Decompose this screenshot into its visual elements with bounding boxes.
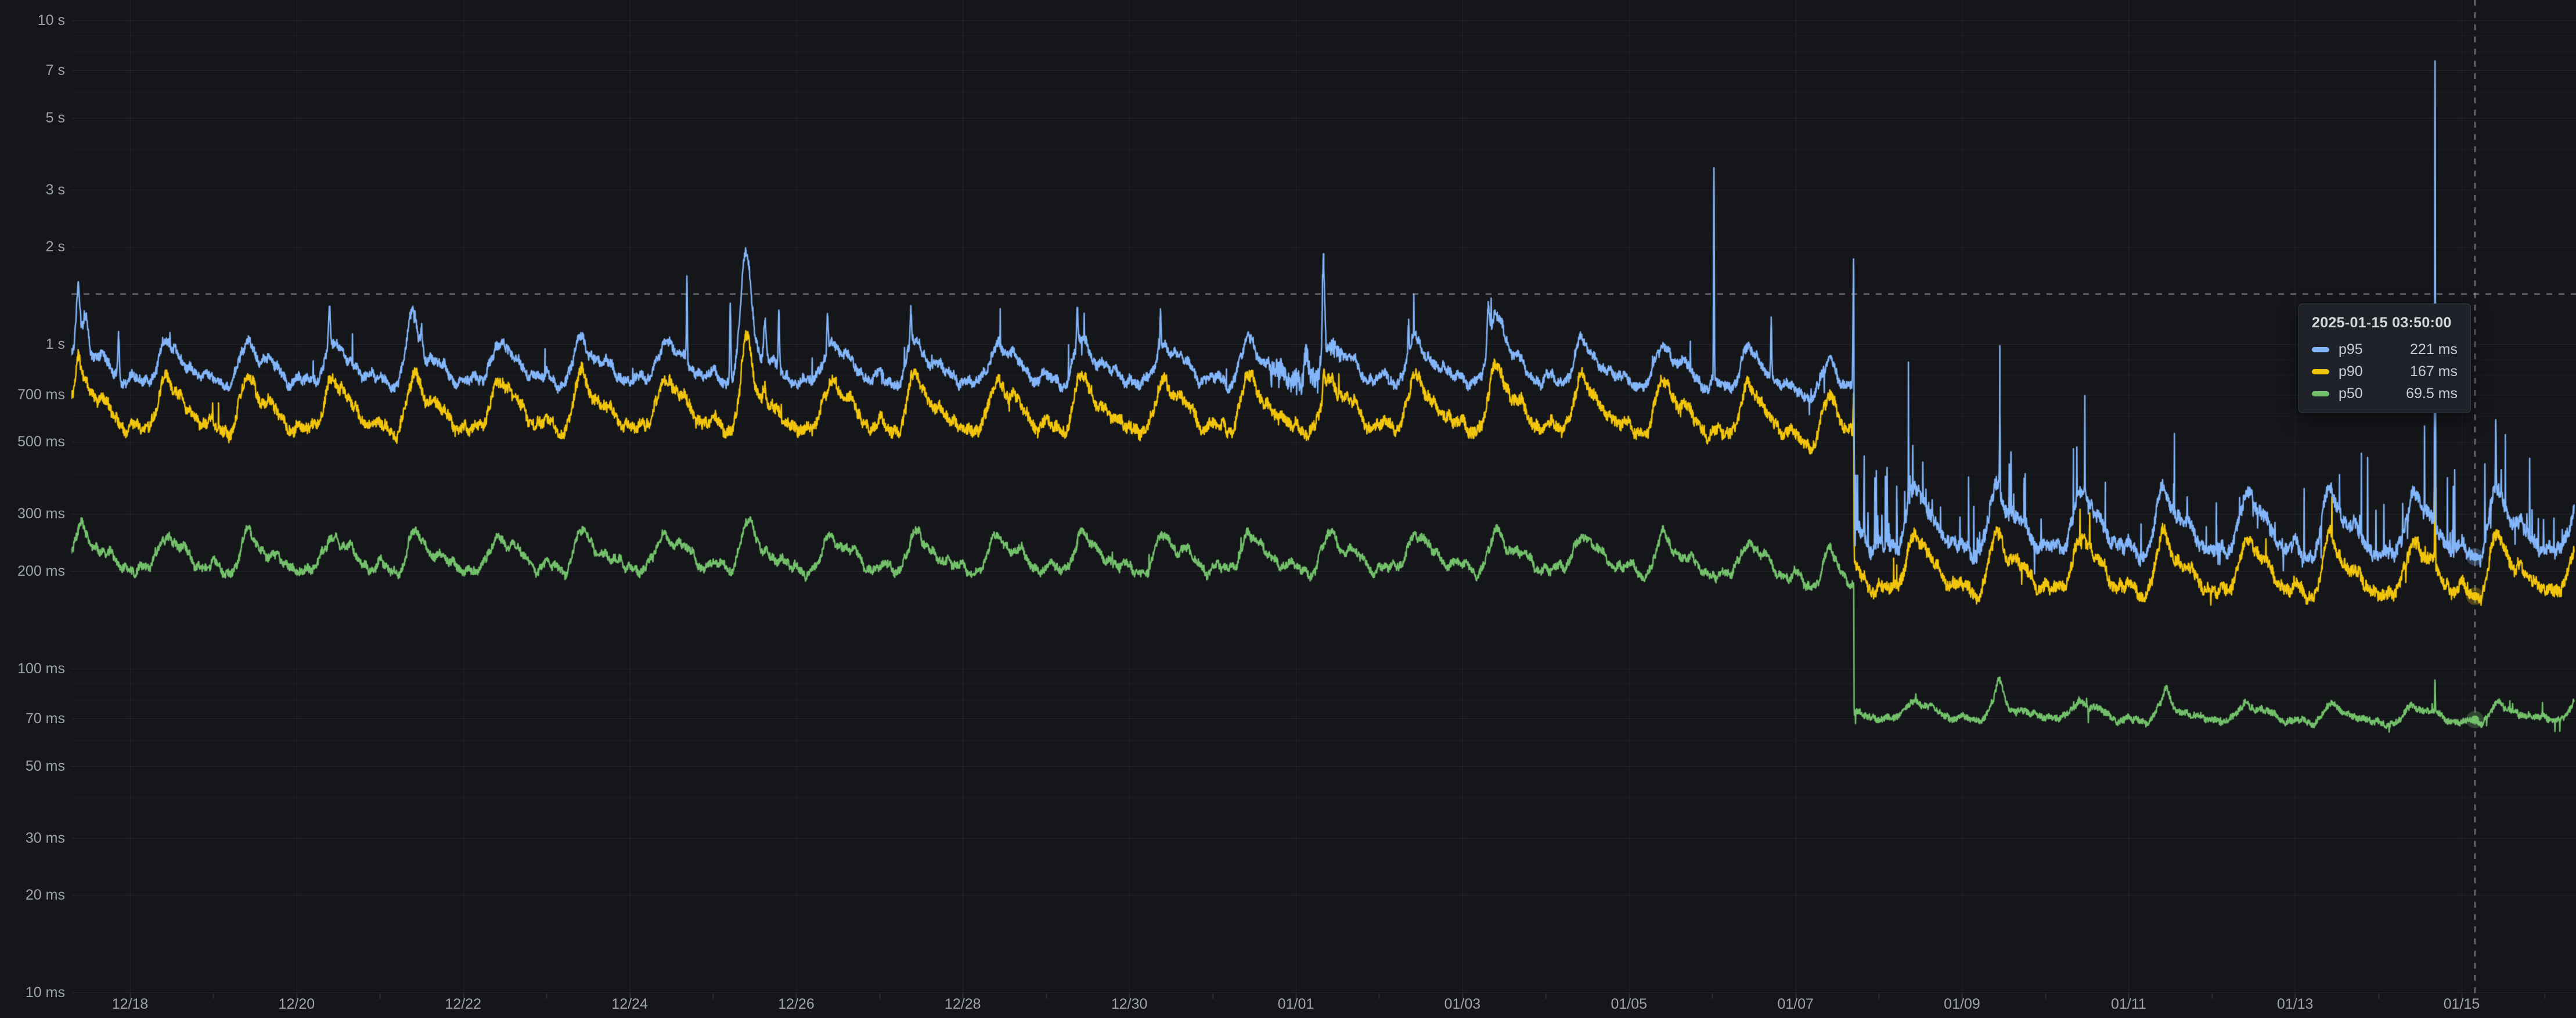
tooltip-series-label: p50: [2339, 385, 2363, 402]
hover-tooltip: 2025-01-15 03:50:00 p95 221 ms p90 167 m…: [2298, 304, 2471, 413]
tooltip-series-value: 69.5 ms: [2406, 385, 2458, 402]
p95-series-swatch-icon: [2312, 346, 2329, 352]
p90-series-swatch-icon: [2312, 369, 2329, 374]
tooltip-series-value: 167 ms: [2410, 363, 2458, 380]
p50-series-swatch-icon: [2312, 391, 2329, 396]
tooltip-series-label: p90: [2339, 363, 2363, 380]
tooltip-row-p95: p95 221 ms: [2312, 338, 2458, 360]
tooltip-series-value: 221 ms: [2410, 341, 2458, 358]
tooltip-timestamp: 2025-01-15 03:50:00: [2312, 315, 2452, 331]
tooltip-row-p90: p90 167 ms: [2312, 360, 2458, 382]
tooltip-series-label: p95: [2339, 341, 2363, 358]
tooltip-row-p50: p50 69.5 ms: [2312, 382, 2458, 405]
